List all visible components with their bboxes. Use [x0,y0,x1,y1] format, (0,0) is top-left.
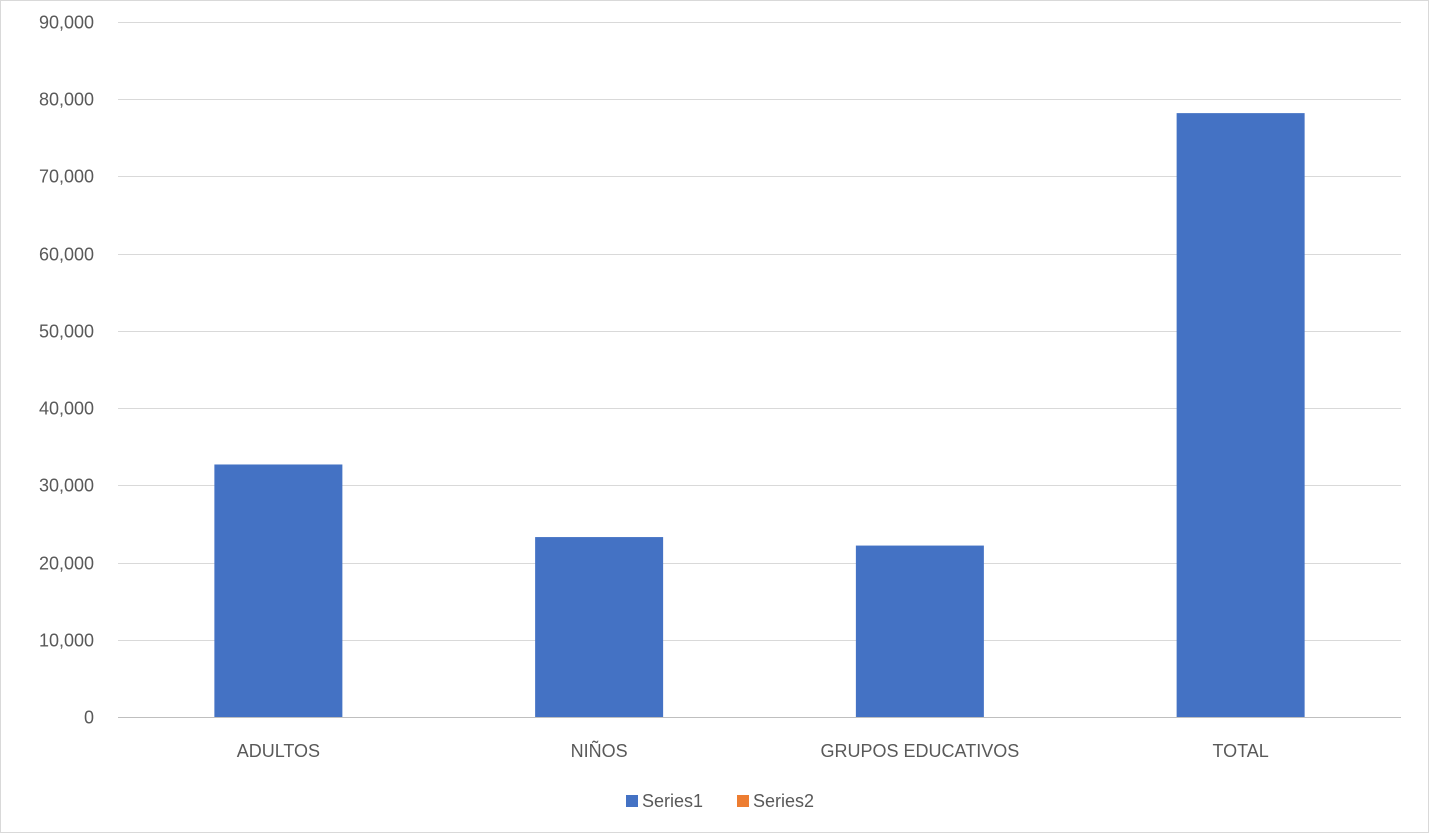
y-tick-label: 80,000 [39,90,94,110]
y-tick-label: 10,000 [39,631,94,651]
x-tick-label: TOTAL [1212,741,1268,761]
y-tick-label: 70,000 [39,167,94,187]
x-tick-label: NIÑOS [571,740,628,761]
bars [214,113,1305,718]
bar [535,537,664,717]
bar [1176,113,1305,718]
y-tick-label: 40,000 [39,399,94,419]
y-tick-label: 30,000 [39,476,94,496]
legend-label: Series1 [642,791,703,811]
bar [855,545,984,717]
y-tick-label: 20,000 [39,554,94,574]
y-tick-label: 60,000 [39,245,94,265]
y-tick-label: 90,000 [39,13,94,33]
y-tick-label: 0 [84,708,94,728]
x-tick-label: ADULTOS [237,741,320,761]
legend-label: Series2 [753,791,814,811]
x-axis-ticks: ADULTOS NIÑOS GRUPOS EDUCATIVOS TOTAL [237,740,1269,761]
legend-swatch [737,795,749,807]
legend: Series1 Series2 [626,791,814,811]
legend-swatch [626,795,638,807]
bar [214,464,343,717]
y-axis-ticks: 0 10,000 20,000 30,000 40,000 50,000 60,000 70,… [39,13,94,728]
x-tick-label: GRUPOS EDUCATIVOS [821,741,1020,761]
y-tick-label: 50,000 [39,322,94,342]
